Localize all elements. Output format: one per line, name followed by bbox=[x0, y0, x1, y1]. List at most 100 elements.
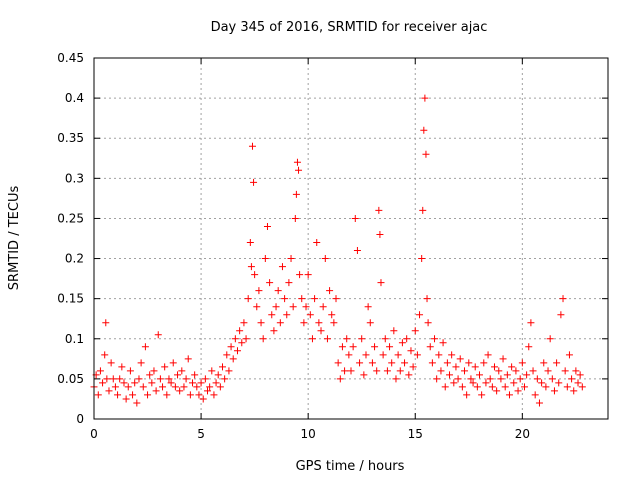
data-point bbox=[159, 383, 167, 391]
data-point bbox=[465, 359, 473, 367]
data-point bbox=[174, 371, 182, 379]
data-point bbox=[351, 214, 359, 222]
data-point bbox=[270, 327, 278, 335]
data-points bbox=[90, 94, 586, 407]
data-point bbox=[103, 375, 111, 383]
data-point bbox=[411, 327, 419, 335]
data-point bbox=[341, 367, 349, 375]
data-point bbox=[293, 158, 301, 166]
data-point bbox=[124, 383, 132, 391]
data-point bbox=[501, 383, 509, 391]
data-point bbox=[544, 367, 552, 375]
data-point bbox=[296, 271, 304, 279]
data-point bbox=[508, 363, 516, 371]
data-point bbox=[505, 391, 513, 399]
y-tick-label: 0.1 bbox=[65, 332, 84, 346]
data-point bbox=[538, 379, 546, 387]
data-point bbox=[553, 359, 561, 367]
data-point bbox=[426, 343, 434, 351]
data-point bbox=[216, 383, 224, 391]
data-point bbox=[398, 339, 406, 347]
data-point bbox=[469, 379, 477, 387]
data-point bbox=[210, 391, 218, 399]
data-point bbox=[99, 379, 107, 387]
data-point bbox=[193, 383, 201, 391]
data-point bbox=[111, 383, 119, 391]
data-point bbox=[302, 303, 310, 311]
data-point bbox=[495, 367, 503, 375]
data-point bbox=[559, 295, 567, 303]
data-point bbox=[574, 379, 582, 387]
data-point bbox=[421, 94, 429, 102]
data-point bbox=[107, 359, 115, 367]
y-axis-label: SRMTID / TECUs bbox=[7, 186, 22, 291]
data-point bbox=[437, 367, 445, 375]
data-point bbox=[144, 391, 152, 399]
data-point bbox=[540, 359, 548, 367]
data-point bbox=[377, 279, 385, 287]
data-point bbox=[120, 379, 128, 387]
data-point bbox=[420, 126, 428, 134]
data-point bbox=[326, 287, 334, 295]
data-point bbox=[433, 375, 441, 383]
data-point bbox=[471, 363, 479, 371]
data-point bbox=[287, 255, 295, 263]
x-tick-label: 15 bbox=[408, 427, 423, 441]
data-point bbox=[304, 271, 312, 279]
data-point bbox=[129, 391, 137, 399]
data-point bbox=[263, 222, 271, 230]
data-point bbox=[529, 367, 537, 375]
data-point bbox=[578, 383, 586, 391]
data-point bbox=[467, 375, 475, 383]
data-point bbox=[250, 178, 258, 186]
data-point bbox=[206, 383, 214, 391]
data-point bbox=[141, 343, 149, 351]
data-point bbox=[148, 379, 156, 387]
data-point bbox=[219, 363, 226, 371]
data-point bbox=[238, 339, 246, 347]
data-point bbox=[482, 379, 490, 387]
data-point bbox=[189, 379, 197, 387]
data-point bbox=[418, 255, 426, 263]
data-point bbox=[525, 343, 533, 351]
data-point bbox=[368, 359, 376, 367]
data-point bbox=[257, 319, 265, 327]
data-point bbox=[240, 319, 248, 327]
y-tick-label: 0.35 bbox=[57, 131, 84, 145]
data-point bbox=[490, 363, 498, 371]
data-point bbox=[276, 319, 284, 327]
data-point bbox=[366, 319, 374, 327]
data-point bbox=[323, 335, 331, 343]
chart-title: Day 345 of 2016, SRMTID for receiver aja… bbox=[211, 20, 488, 35]
data-point bbox=[255, 287, 263, 295]
data-point bbox=[300, 319, 308, 327]
data-point bbox=[167, 379, 175, 387]
axis-ticks: 0 0.05 0.1 0.15 0.2 0.25 0.3 0.35 0.4 0.45 0 5 10 15 2… bbox=[57, 51, 608, 441]
data-point bbox=[195, 391, 203, 399]
data-point bbox=[139, 383, 147, 391]
data-point bbox=[518, 359, 526, 367]
data-point bbox=[221, 375, 229, 383]
data-point bbox=[102, 319, 110, 327]
x-tick-label: 20 bbox=[515, 427, 530, 441]
data-point bbox=[247, 263, 255, 271]
data-point bbox=[557, 311, 565, 319]
x-tick-label: 5 bbox=[197, 427, 205, 441]
data-point bbox=[156, 375, 164, 383]
data-point bbox=[563, 383, 571, 391]
data-point bbox=[512, 367, 520, 375]
data-point bbox=[535, 399, 543, 407]
data-point bbox=[424, 319, 432, 327]
data-point bbox=[568, 375, 576, 383]
data-point bbox=[180, 383, 188, 391]
data-point bbox=[236, 327, 244, 335]
data-point bbox=[292, 190, 300, 198]
data-point bbox=[272, 303, 280, 311]
data-point bbox=[101, 351, 109, 359]
data-point bbox=[375, 206, 383, 214]
data-point bbox=[439, 339, 447, 347]
data-point bbox=[379, 351, 387, 359]
data-point bbox=[371, 343, 379, 351]
data-point bbox=[431, 335, 439, 343]
